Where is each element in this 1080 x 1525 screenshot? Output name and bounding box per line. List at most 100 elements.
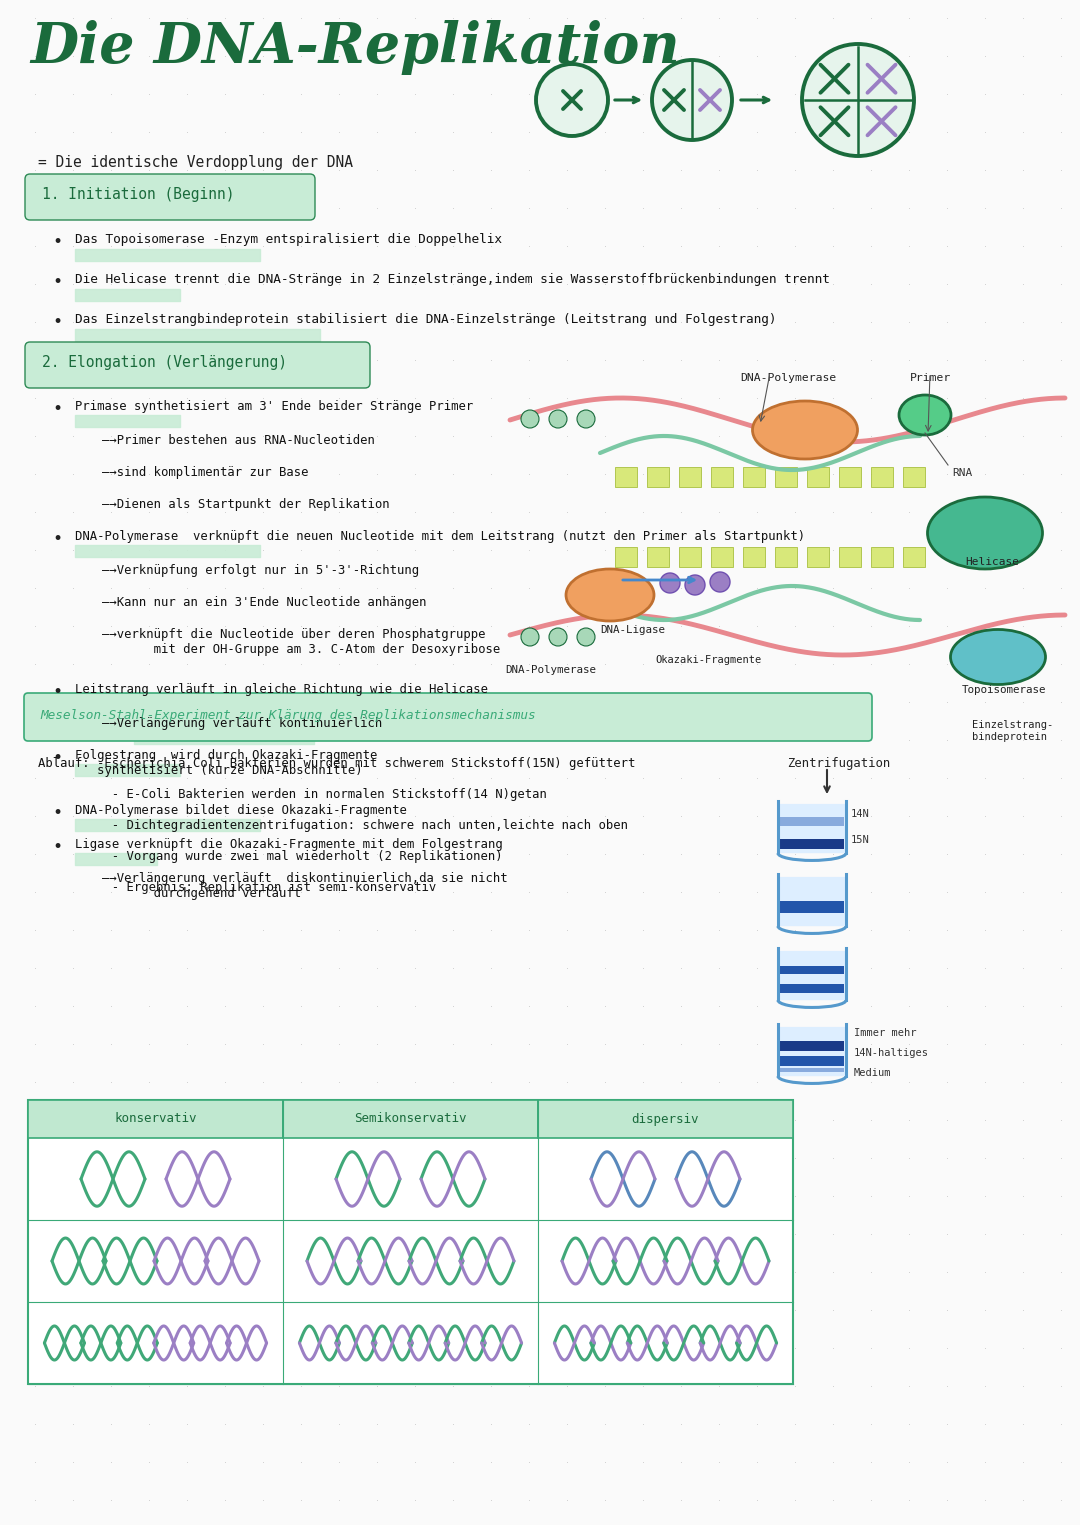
Text: Das Topoisomerase -Enzym entspiralisiert die Doppelhelix: Das Topoisomerase -Enzym entspiralisiert…	[75, 233, 502, 246]
Text: —→verknüpft die Nucleotide über deren Phosphatgruppe
       mit der OH-Gruppe am: —→verknüpft die Nucleotide über deren Ph…	[102, 628, 500, 656]
Text: Leitstrang verläuft in gleiche Richtung wie die Helicase: Leitstrang verläuft in gleiche Richtung …	[75, 683, 488, 695]
Circle shape	[710, 572, 730, 592]
Bar	[711, 467, 733, 486]
Text: Meselson-Stahl-Experiment zur Klärung des Replikationsmechanismus: Meselson-Stahl-Experiment zur Klärung de…	[40, 709, 536, 721]
Text: DNA-Polymerase: DNA-Polymerase	[505, 665, 596, 676]
Circle shape	[685, 575, 705, 595]
Bar	[780, 901, 843, 913]
Bar	[775, 467, 797, 486]
Text: Das Einzelstrangbindeprotein stabilisiert die DNA-Einzelstränge (Leitstrang und : Das Einzelstrangbindeprotein stabilisier…	[75, 313, 777, 326]
Bar	[780, 817, 843, 825]
Text: RNA: RNA	[951, 468, 972, 477]
Bar	[28, 1100, 283, 1138]
Text: Immer mehr: Immer mehr	[854, 1028, 917, 1039]
Circle shape	[577, 410, 595, 429]
Bar	[780, 1055, 843, 1066]
Text: Primase synthetisiert am 3' Ende beider Stränge Primer: Primase synthetisiert am 3' Ende beider …	[75, 400, 473, 413]
Text: •: •	[52, 683, 62, 702]
Text: DNA-Polymerase: DNA-Polymerase	[740, 374, 836, 383]
Text: Helicase: Helicase	[966, 557, 1020, 567]
Text: •: •	[52, 839, 62, 856]
Bar	[807, 547, 829, 567]
Ellipse shape	[950, 630, 1045, 685]
Text: •: •	[52, 804, 62, 822]
Ellipse shape	[899, 395, 951, 435]
Text: Okazaki-Fragmente: Okazaki-Fragmente	[654, 656, 761, 665]
Text: Ligase verknüpft die Okazaki-Fragmente mit dem Folgestrang: Ligase verknüpft die Okazaki-Fragmente m…	[75, 839, 503, 851]
Text: •: •	[52, 531, 62, 547]
Text: •: •	[52, 273, 62, 291]
Text: Semikonservativ: Semikonservativ	[354, 1113, 467, 1125]
Bar	[538, 1100, 793, 1138]
Bar	[780, 1068, 843, 1072]
Text: Primer: Primer	[910, 374, 951, 383]
Text: konservativ: konservativ	[114, 1113, 197, 1125]
FancyBboxPatch shape	[24, 692, 872, 741]
Circle shape	[536, 64, 608, 136]
Text: •: •	[52, 313, 62, 331]
Bar	[679, 547, 701, 567]
Bar	[679, 467, 701, 486]
Text: —→Dienen als Startpunkt der Replikation: —→Dienen als Startpunkt der Replikation	[102, 499, 390, 511]
Text: 15N: 15N	[851, 836, 869, 845]
Text: = Die identische Verdopplung der DNA: = Die identische Verdopplung der DNA	[38, 156, 353, 169]
Text: Zentrifugation: Zentrifugation	[787, 756, 890, 770]
Text: Ablauf: -Escherichia Coli Bakterien wurden mit schwerem Stickstoff(15N) gefütter: Ablauf: -Escherichia Coli Bakterien wurd…	[38, 756, 635, 770]
Text: - Vorgang wurde zwei mal wiederholt (2 Replikationen): - Vorgang wurde zwei mal wiederholt (2 R…	[38, 849, 502, 863]
Bar	[283, 1100, 538, 1138]
Circle shape	[577, 628, 595, 647]
Ellipse shape	[928, 497, 1042, 569]
Bar	[647, 547, 669, 567]
Bar	[780, 965, 843, 974]
Text: —→Verknüpfung erfolgt nur in 5'-3'-Richtung: —→Verknüpfung erfolgt nur in 5'-3'-Richt…	[102, 564, 419, 576]
Bar	[780, 1042, 843, 1052]
Ellipse shape	[753, 401, 858, 459]
Text: DNA-Polymerase  verknüpft die neuen Nucleotide mit dem Leitstrang (nutzt den Pri: DNA-Polymerase verknüpft die neuen Nucle…	[75, 531, 805, 543]
Text: DNA-Ligase: DNA-Ligase	[600, 625, 665, 634]
Text: 14N: 14N	[851, 808, 869, 819]
Text: •: •	[52, 233, 62, 252]
Text: - E-Coli Bakterien werden in normalen Stickstoff(14 N)getan: - E-Coli Bakterien werden in normalen St…	[38, 788, 546, 801]
FancyBboxPatch shape	[778, 952, 846, 1000]
Circle shape	[549, 410, 567, 429]
Bar	[743, 467, 765, 486]
Text: 1. Initiation (Beginn): 1. Initiation (Beginn)	[42, 188, 234, 203]
Text: Die Helicase trennt die DNA-Stränge in 2 Einzelstränge,indem sie Wasserstoffbrüc: Die Helicase trennt die DNA-Stränge in 2…	[75, 273, 829, 287]
Text: •: •	[52, 400, 62, 418]
Circle shape	[521, 628, 539, 647]
Circle shape	[521, 410, 539, 429]
Circle shape	[549, 628, 567, 647]
FancyBboxPatch shape	[25, 342, 370, 387]
Circle shape	[802, 44, 914, 156]
Text: —→Verlängerung verläuft kontinuierlich: —→Verlängerung verläuft kontinuierlich	[102, 717, 382, 730]
FancyBboxPatch shape	[778, 877, 846, 926]
Text: 14N-haltiges: 14N-haltiges	[854, 1048, 929, 1058]
FancyBboxPatch shape	[778, 1026, 846, 1077]
Bar	[870, 467, 893, 486]
Text: Einzelstrang-
bindeprotein: Einzelstrang- bindeprotein	[972, 720, 1053, 741]
Bar	[647, 467, 669, 486]
Bar	[780, 839, 843, 849]
Text: Folgestrang  wird durch Okazaki-Fragmente
   synthetisiert (kurze DNA-Abschnitte: Folgestrang wird durch Okazaki-Fragmente…	[75, 749, 377, 778]
FancyBboxPatch shape	[778, 804, 846, 852]
Bar	[903, 547, 924, 567]
Bar	[903, 467, 924, 486]
Text: —→Primer bestehen aus RNA-Nucleotiden: —→Primer bestehen aus RNA-Nucleotiden	[102, 435, 375, 447]
FancyBboxPatch shape	[25, 174, 315, 220]
Bar	[615, 547, 637, 567]
Text: —→Verlängerung verläuft  diskontinuierlich,da sie nicht
       durchgehend verlä: —→Verlängerung verläuft diskontinuierlic…	[102, 872, 508, 900]
Bar	[839, 547, 861, 567]
Text: - Dichtegradientenzentrifugation: schwere nach unten,leichte nach oben: - Dichtegradientenzentrifugation: schwer…	[38, 819, 627, 833]
Bar	[743, 547, 765, 567]
Circle shape	[652, 59, 732, 140]
Bar	[807, 467, 829, 486]
Text: - Ergebnis: Replikation ist semi-konservativ: - Ergebnis: Replikation ist semi-konserv…	[38, 881, 436, 894]
Text: Topoisomerase: Topoisomerase	[962, 685, 1047, 695]
Text: —→Kann nur an ein 3'Ende Nucleotide anhängen: —→Kann nur an ein 3'Ende Nucleotide anhä…	[102, 596, 427, 608]
Bar	[870, 547, 893, 567]
Bar	[839, 467, 861, 486]
Text: —→sind komplimentär zur Base: —→sind komplimentär zur Base	[102, 467, 309, 479]
Bar	[775, 547, 797, 567]
Bar	[615, 467, 637, 486]
Text: Die DNA-Replikation: Die DNA-Replikation	[30, 20, 679, 75]
